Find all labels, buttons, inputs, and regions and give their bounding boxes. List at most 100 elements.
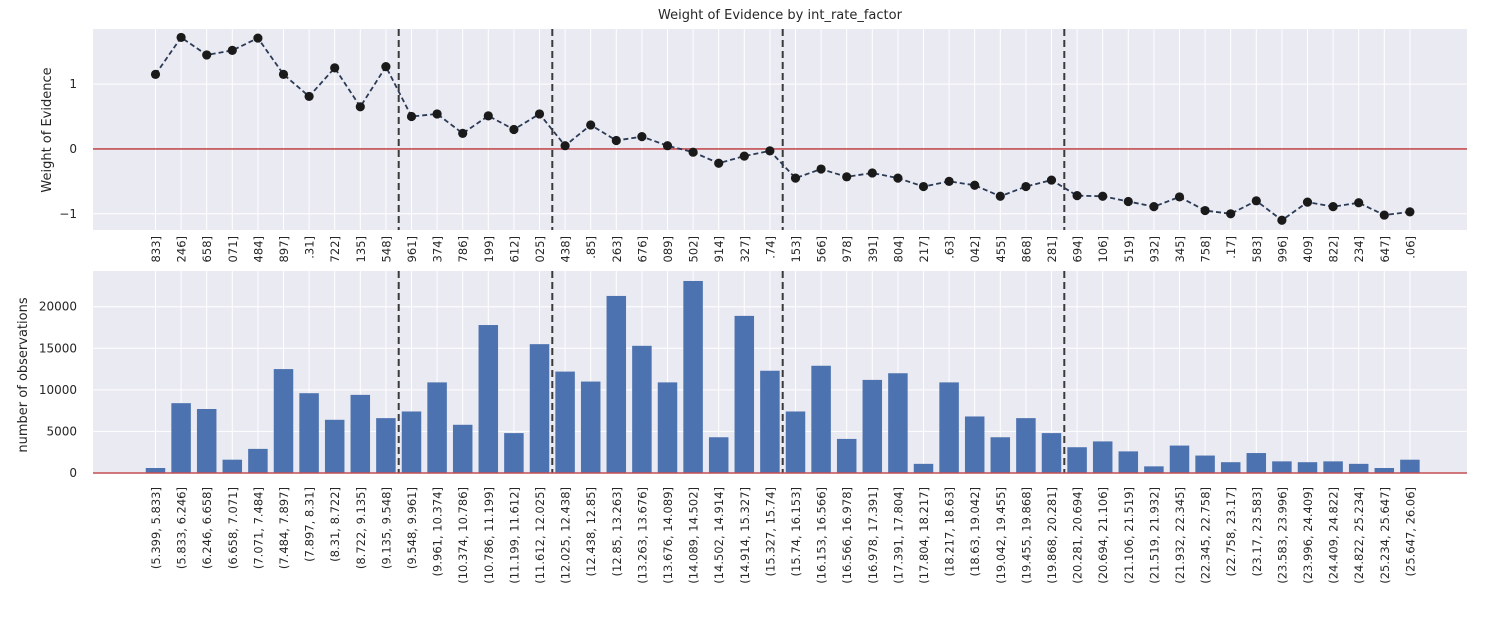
observations-x-tick-label: (22.758, 23.17]	[1224, 487, 1238, 576]
observations-bar	[888, 373, 908, 473]
observations-x-tick-label: (16.153, 16.566]	[815, 487, 829, 584]
observations-y-tick-label: 20000	[39, 300, 77, 314]
woe-y-axis-label: Weight of Evidence	[40, 67, 55, 192]
woe-x-tick-label: .17]	[1224, 236, 1238, 259]
observations-bar	[1297, 462, 1318, 473]
observations-y-tick-labels: 0 5000 10000 15000 20000	[39, 300, 77, 480]
woe-x-tick-label: .63]	[943, 236, 957, 259]
observations-x-tick-label: (5.833, 6.246]	[175, 487, 189, 569]
woe-x-tick-label: 025]	[533, 236, 547, 262]
woe-data-point	[867, 168, 877, 178]
observations-x-tick-label: (25.647, 26.06]	[1403, 487, 1417, 576]
woe-data-point	[1277, 215, 1287, 225]
woe-x-tick-label: .74]	[763, 236, 777, 259]
observations-bar	[299, 393, 319, 473]
woe-data-point	[1072, 191, 1082, 201]
woe-data-point	[1354, 198, 1364, 208]
observations-x-tick-label: (23.996, 24.409]	[1301, 487, 1315, 584]
woe-data-point	[304, 91, 314, 102]
woe-x-tick-label: 758]	[1199, 236, 1213, 262]
observations-x-tick-label: (11.199, 11.612]	[507, 487, 521, 584]
observations-bar	[1220, 462, 1241, 473]
observations-bar	[632, 345, 652, 473]
woe-x-tick-label: 914]	[712, 236, 726, 262]
observations-x-tick-label: (6.246, 6.658]	[200, 487, 214, 569]
observations-bar	[1374, 468, 1395, 473]
observations-x-tick-label: (7.071, 7.484]	[251, 487, 265, 569]
observations-x-tick-label: (18.63, 19.042]	[968, 487, 982, 576]
woe-data-point	[816, 164, 826, 174]
woe-data-point	[995, 191, 1005, 201]
woe-x-tick-label: 566]	[815, 236, 829, 262]
woe-data-point	[637, 132, 647, 142]
woe-x-tick-label: 978]	[840, 236, 854, 262]
woe-x-tick-label: 822]	[1327, 236, 1341, 262]
woe-x-tick-label: 833]	[149, 236, 163, 262]
observations-bar	[734, 315, 755, 473]
observations-bar	[248, 448, 268, 473]
woe-data-point	[790, 173, 801, 183]
woe-data-point	[1149, 202, 1159, 212]
woe-data-point	[150, 69, 161, 79]
observations-x-tick-label: (10.374, 10.786]	[456, 487, 470, 584]
observations-bar	[1169, 445, 1190, 473]
woe-x-tick-label: 374]	[431, 236, 445, 262]
woe-x-tick-label: 217]	[917, 236, 931, 262]
observations-x-tick-label: (21.519, 21.932]	[1147, 487, 1161, 584]
observations-x-tick-label: (13.263, 13.676]	[635, 487, 649, 584]
observations-bar	[324, 419, 345, 473]
observations-bar	[401, 411, 422, 473]
woe-data-point	[944, 176, 954, 186]
woe-x-tick-label: 455]	[994, 236, 1008, 262]
woe-data-point	[278, 69, 289, 79]
observations-bar	[196, 408, 217, 473]
woe-data-point	[765, 146, 775, 156]
woe-data-point	[534, 109, 545, 119]
observations-x-tick-label: (19.868, 20.281]	[1045, 487, 1059, 584]
woe-y-tick-label: −1	[59, 207, 77, 221]
observations-bar	[504, 433, 524, 473]
woe-data-point	[176, 32, 186, 43]
observations-x-tick-label: (16.978, 17.391]	[866, 487, 880, 584]
observations-x-tick-label: (12.85, 13.263]	[610, 487, 624, 576]
observations-bar	[1195, 455, 1215, 473]
observations-x-tick-label: (7.484, 7.897]	[277, 487, 291, 569]
woe-data-point	[1046, 175, 1057, 185]
observations-bar	[529, 344, 550, 473]
woe-x-tick-label: 996]	[1275, 236, 1289, 262]
woe-data-point	[483, 111, 493, 121]
woe-data-point	[1123, 196, 1133, 207]
observations-bar	[350, 394, 371, 473]
woe-x-tick-label: 658]	[200, 236, 214, 262]
observations-bar	[1041, 433, 1062, 473]
observations-bar	[1348, 463, 1369, 473]
woe-data-point	[432, 109, 442, 119]
observations-x-tick-label: (20.694, 21.106]	[1096, 487, 1110, 584]
observations-bar	[1067, 447, 1087, 473]
observations-x-tick-label: (13.676, 14.089]	[661, 487, 675, 584]
woe-x-tick-label: 897]	[277, 236, 291, 262]
woe-x-tick-label: 135]	[354, 236, 368, 262]
observations-bar	[580, 381, 601, 473]
observations-x-tick-label: (18.217, 18.63]	[943, 487, 957, 576]
observations-x-tick-label: (6.658, 7.071]	[226, 487, 240, 569]
observations-x-tick-label: (8.31, 8.722]	[328, 487, 342, 562]
observations-bar	[1272, 461, 1292, 473]
woe-x-tick-label: 804]	[891, 236, 905, 262]
woe-x-tick-label: 042]	[968, 236, 982, 262]
observations-x-tick-label: (12.438, 12.85]	[584, 487, 598, 576]
observations-x-tick-label: (14.914, 15.327]	[738, 487, 752, 584]
observations-bar	[760, 370, 780, 473]
woe-data-point	[560, 141, 570, 151]
woe-data-point	[509, 124, 519, 135]
woe-data-point	[688, 147, 698, 157]
observations-x-tick-label: (10.786, 11.199]	[482, 487, 496, 584]
observations-bar	[606, 295, 627, 473]
observations-divider-lines	[397, 271, 1066, 473]
woe-data-point	[458, 128, 468, 138]
woe-data-point	[1328, 202, 1338, 212]
observations-bar	[171, 403, 191, 473]
woe-x-tick-label: 106]	[1096, 236, 1110, 262]
woe-data-point	[1405, 207, 1415, 217]
woe-data-point	[406, 111, 417, 122]
